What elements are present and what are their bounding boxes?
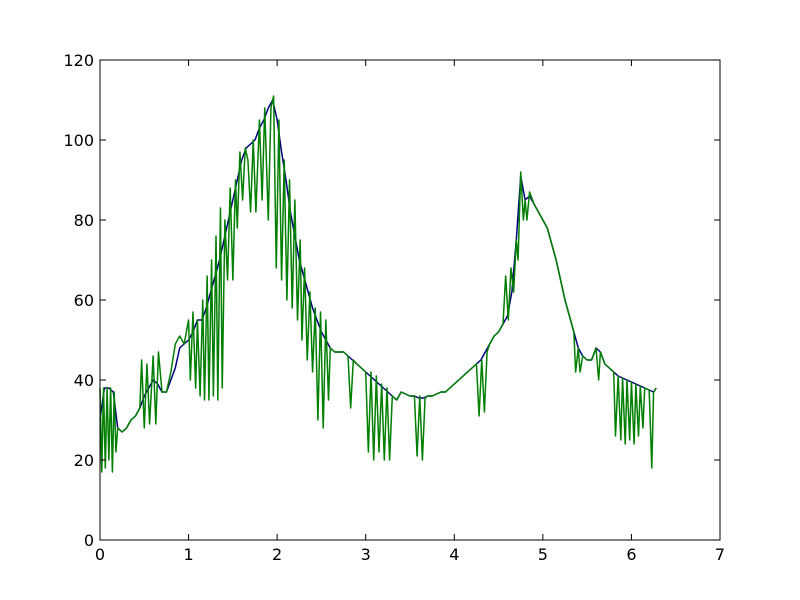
y-tick-label: 100	[63, 131, 94, 150]
series-line-2	[99, 95, 657, 473]
x-tick-label: 3	[361, 545, 371, 564]
series-layer	[99, 95, 657, 473]
y-tick-label: 0	[84, 531, 94, 550]
x-tick-label: 6	[626, 545, 636, 564]
y-tick-label: 40	[74, 371, 94, 390]
x-tick-label: 4	[449, 545, 459, 564]
axes-frame	[99, 59, 721, 541]
x-tick-label: 2	[272, 545, 282, 564]
plot-area	[100, 60, 720, 540]
x-tick-label: 7	[715, 545, 725, 564]
x-tick-label: 5	[538, 545, 548, 564]
x-tick-label: 1	[183, 545, 193, 564]
y-tick-label: 60	[74, 291, 94, 310]
x-tick-label: 0	[95, 545, 105, 564]
y-tick-label: 120	[63, 51, 94, 70]
y-tick-label: 20	[74, 451, 94, 470]
ticks-layer: 0 1 2 3 4 5 6 7 0 20 40 60 80 100 120	[63, 51, 725, 564]
y-tick-label: 80	[74, 211, 94, 230]
